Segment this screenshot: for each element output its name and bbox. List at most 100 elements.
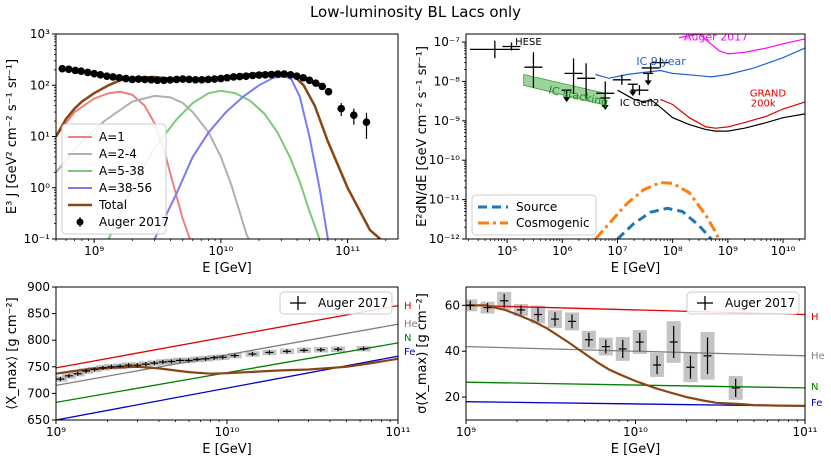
composition-label: H (811, 312, 819, 323)
x-tick-label: 10¹⁰ (771, 244, 796, 258)
x-axis-label: E [GeV] (202, 442, 251, 457)
legend-label: Source (516, 200, 557, 214)
auger-data-point (362, 118, 371, 127)
y-tick-label: 10⁻¹² (429, 232, 460, 246)
composition-label: H (404, 301, 412, 312)
y-tick-label: 10⁻⁹ (434, 114, 461, 128)
x-tick-label: 10¹⁰ (623, 425, 648, 439)
sensitivity-curve (660, 98, 805, 129)
series-line (56, 90, 191, 239)
x-tick-label: 10¹¹ (335, 244, 360, 258)
y-tick-label: 10³ (30, 27, 50, 41)
y-tick-label: 650 (27, 413, 50, 427)
x-tick-label: 10⁶ (552, 244, 572, 258)
y-tick-label: 850 (27, 307, 50, 321)
series-line (466, 345, 805, 357)
auger-label: Auger 2017 (684, 30, 748, 43)
legend-label: Total (98, 198, 127, 212)
auger-data-point (153, 76, 162, 85)
auger-data-point (350, 111, 358, 120)
upper-limit-arrow (563, 97, 571, 103)
figure-title: Low-luminosity BL Lacs only (309, 3, 522, 21)
auger-data-point (305, 76, 314, 85)
y-axis-label: σ(X_max) [g cm⁻²] (415, 293, 430, 414)
auger-data-point (293, 72, 301, 81)
auger-data-point (299, 73, 308, 82)
x-axis-label: E [GeV] (611, 261, 660, 276)
sensitivity-curve (617, 89, 805, 132)
model-line (616, 206, 714, 239)
series-line (56, 323, 398, 387)
x-tick-label: 10⁹ (46, 425, 66, 439)
y-tick-label: 10⁻⁸ (434, 74, 461, 88)
x-tick-label: 10⁹ (84, 244, 104, 258)
auger-data-point (64, 65, 73, 74)
auger-data-point (267, 70, 276, 79)
ic9-label: IC 9 year (636, 55, 686, 68)
y-tick-label: 10⁻¹⁰ (429, 153, 460, 167)
x-tick-label: 10⁷ (607, 244, 627, 258)
auger-data-point (103, 72, 111, 81)
legend-swatch (76, 218, 84, 226)
hese-label: HESE (515, 37, 542, 48)
auger-data-point (280, 70, 288, 78)
spectrum-panel: 10⁹ 10¹⁰ 10¹¹ 10⁻¹ 10⁰ 10¹ 10² 10³ E [GeV] E³ J [… (5, 27, 399, 276)
plot-area (56, 64, 383, 239)
auger-data-point (318, 82, 327, 91)
sensitivity-curve (678, 34, 805, 55)
auger-data-point (261, 70, 270, 79)
auger-data-point (210, 75, 219, 83)
plot-area (56, 304, 398, 420)
auger-data-point (185, 75, 193, 84)
auger-data-point (191, 75, 200, 84)
auger-data-point (128, 75, 137, 84)
composition-label: He (404, 319, 418, 330)
series-line (466, 304, 805, 407)
auger-data-point (286, 70, 295, 79)
y-tick-label: 10¹ (30, 130, 50, 144)
auger-data-point (96, 70, 105, 79)
x-axis-label: E [GeV] (611, 442, 660, 457)
auger-data-point (242, 72, 250, 81)
y-tick-label: 10² (30, 78, 50, 92)
composition-label: Fe (811, 398, 822, 409)
plot-area (466, 291, 805, 407)
auger-data-point (122, 74, 130, 83)
legend-label: A=1 (99, 130, 125, 144)
series-line (153, 75, 329, 239)
model-line (594, 181, 721, 239)
legend-label: A=2-4 (99, 147, 137, 161)
y-tick-label: 700 (27, 386, 50, 400)
axes-frame (55, 33, 399, 240)
legend-label: Auger 2017 (725, 296, 795, 310)
auger-data-point (115, 73, 124, 82)
y-axis-label: ⟨X_max⟩ [g cm⁻²] (5, 297, 20, 409)
auger-data-point (217, 74, 225, 83)
y-tick-label: 40 (445, 344, 460, 358)
axes-frame (465, 286, 806, 421)
composition-label: N (404, 333, 411, 344)
legend-frame (686, 291, 800, 315)
sigma-panel: 10⁹ 10¹⁰ 10¹¹ 20 40 60 E [GeV] σ(X_max) [g cm⁻²… (415, 286, 825, 457)
upper-limit-arrow (644, 80, 652, 86)
y-axis-label: E³ J [GeV² cm⁻² s⁻¹ sr⁻¹] (5, 59, 20, 214)
auger-data-point (147, 75, 155, 84)
sensitivity-curve (595, 47, 805, 79)
y-tick-label: 800 (27, 333, 50, 347)
auger-data-point (140, 75, 149, 84)
auger-data-point (71, 66, 80, 75)
y-tick-label: 10⁻⁷ (434, 35, 461, 49)
x-axis-label: E [GeV] (202, 261, 251, 276)
auger-data-point (204, 75, 212, 84)
auger-data-point (274, 70, 282, 78)
auger-data-point (83, 68, 92, 77)
auger-data-point (223, 73, 231, 82)
x-tick-label: 10¹⁰ (208, 244, 233, 258)
auger-data-point (198, 75, 206, 84)
x-tick-label: 10¹¹ (386, 425, 411, 439)
legend-label: Cosmogenic (516, 216, 590, 230)
series-line (56, 304, 398, 369)
